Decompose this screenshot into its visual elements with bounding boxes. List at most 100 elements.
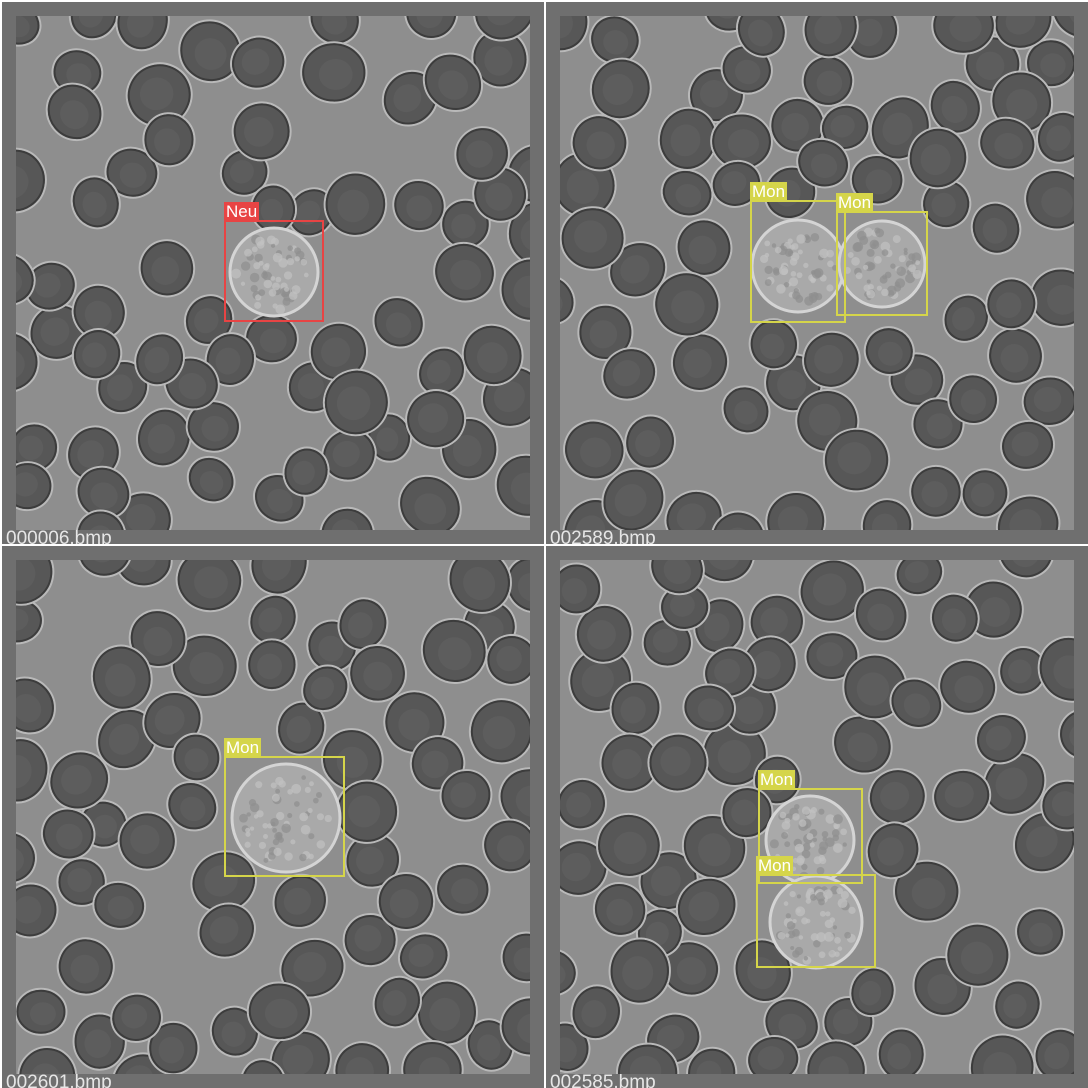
- red-blood-cell: [601, 347, 658, 401]
- red-blood-cell: [16, 422, 60, 474]
- red-blood-cell: [1033, 1027, 1074, 1074]
- red-blood-cell: [911, 397, 965, 451]
- red-blood-cell: [204, 332, 257, 387]
- red-blood-cell: [860, 498, 914, 530]
- red-blood-cell: [16, 330, 40, 393]
- red-blood-cell: [166, 781, 219, 832]
- red-blood-cell: [506, 199, 530, 267]
- red-blood-cell: [849, 966, 896, 1018]
- red-blood-cell: [893, 859, 961, 923]
- red-blood-cell: [171, 732, 222, 783]
- red-blood-cell: [563, 419, 626, 481]
- detection-label: Mon: [224, 738, 262, 757]
- red-blood-cell: [16, 987, 68, 1036]
- red-blood-cell: [282, 446, 330, 497]
- red-blood-cell: [560, 206, 626, 271]
- red-blood-cell: [1050, 16, 1074, 41]
- detection-box-mon[interactable]: Mon: [756, 856, 876, 968]
- red-blood-cell: [560, 947, 578, 997]
- red-blood-cell: [447, 560, 512, 614]
- red-blood-cell: [863, 326, 915, 376]
- red-blood-cell: [978, 116, 1037, 171]
- red-blood-cell: [40, 807, 96, 861]
- red-blood-cell: [404, 16, 459, 40]
- red-blood-cell: [735, 16, 787, 58]
- red-blood-cell: [865, 821, 921, 880]
- red-blood-cell: [175, 560, 244, 613]
- red-blood-cell: [308, 16, 361, 46]
- red-blood-cell: [721, 385, 771, 435]
- red-blood-cell: [930, 592, 980, 644]
- white-blood-cell: [768, 874, 864, 970]
- red-blood-cell: [319, 506, 376, 530]
- red-blood-cell: [248, 593, 298, 646]
- red-blood-cell: [472, 16, 530, 42]
- red-blood-cell: [765, 490, 827, 530]
- red-blood-cell: [963, 35, 1022, 93]
- detection-box-neu[interactable]: Neu: [224, 202, 324, 322]
- red-blood-cell: [796, 137, 850, 189]
- red-blood-cell: [92, 880, 147, 930]
- red-blood-cell: [279, 937, 346, 999]
- red-blood-cell: [75, 509, 127, 530]
- red-blood-cell: [16, 560, 55, 606]
- red-blood-cell: [720, 44, 773, 95]
- red-blood-cell: [244, 312, 299, 365]
- red-blood-cell: [333, 1041, 392, 1074]
- red-blood-cell: [993, 979, 1042, 1031]
- red-blood-cell: [1025, 38, 1074, 89]
- red-blood-cell: [931, 16, 996, 55]
- detection-box-mon[interactable]: Mon: [224, 738, 345, 877]
- red-blood-cell: [987, 326, 1044, 385]
- red-blood-cell: [420, 617, 488, 684]
- red-blood-cell: [16, 737, 50, 804]
- red-blood-cell: [70, 175, 121, 230]
- filename-caption: 000006.bmp: [6, 528, 112, 544]
- detection-box-mon[interactable]: Mon: [750, 182, 846, 323]
- red-blood-cell: [733, 938, 793, 1003]
- red-blood-cell: [372, 975, 422, 1029]
- red-blood-cell: [128, 609, 188, 669]
- red-blood-cell: [104, 146, 160, 199]
- red-blood-cell: [647, 732, 709, 793]
- red-blood-cell: [392, 179, 446, 233]
- red-blood-cell: [1040, 779, 1074, 832]
- red-blood-cell: [16, 676, 56, 735]
- red-blood-cell: [577, 303, 634, 361]
- detection-label: Neu: [224, 202, 260, 221]
- red-blood-cell: [574, 604, 634, 664]
- red-blood-cell: [90, 644, 153, 711]
- red-blood-cell: [982, 751, 1047, 816]
- tile-002585: Mon Mon 002585.bmp: [546, 546, 1088, 1088]
- red-blood-cell: [659, 582, 711, 631]
- red-blood-cell: [16, 882, 59, 939]
- red-blood-cell: [301, 664, 350, 713]
- red-blood-cell: [16, 16, 42, 47]
- red-blood-cell: [608, 937, 671, 1005]
- white-blood-cell: [228, 226, 320, 318]
- red-blood-cell: [822, 427, 891, 493]
- red-blood-cell: [68, 16, 119, 41]
- red-blood-cell: [71, 283, 127, 341]
- red-blood-cell: [589, 57, 652, 121]
- red-blood-cell: [323, 171, 388, 237]
- red-blood-cell: [671, 332, 730, 392]
- filename-caption: 002589.bmp: [550, 528, 656, 544]
- red-blood-cell: [76, 560, 133, 578]
- detection-box-mon[interactable]: Mon: [758, 770, 863, 884]
- red-blood-cell: [596, 812, 662, 878]
- red-blood-cell: [56, 857, 107, 907]
- red-blood-cell: [398, 474, 462, 530]
- red-blood-cell: [272, 873, 328, 929]
- red-blood-cell: [45, 82, 104, 142]
- red-blood-cell: [320, 728, 384, 791]
- red-blood-cell: [993, 16, 1054, 50]
- red-blood-cell: [798, 560, 866, 623]
- red-blood-cell: [468, 698, 530, 765]
- red-blood-cell: [435, 862, 491, 916]
- red-blood-cell: [398, 932, 450, 981]
- detection-label: Mon: [758, 770, 796, 789]
- detection-box-mon[interactable]: Mon: [836, 193, 928, 316]
- red-blood-cell: [675, 876, 738, 937]
- red-blood-cell: [376, 872, 436, 931]
